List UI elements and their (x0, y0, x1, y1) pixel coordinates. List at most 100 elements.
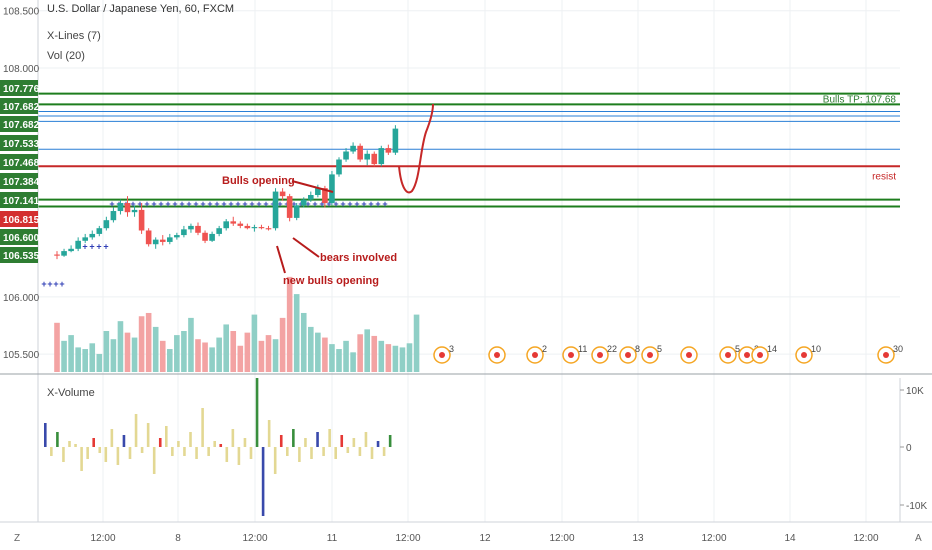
volume-bar (230, 331, 237, 372)
candle-body (272, 191, 279, 229)
event-marker-count: 5 (735, 344, 740, 354)
xline-marker: + (368, 199, 373, 209)
xvolume-bar (140, 447, 144, 453)
xvolume-bar (86, 447, 89, 459)
projection-curve (398, 103, 434, 194)
candle-body (364, 153, 370, 160)
xline-marker: + (347, 199, 352, 209)
volume-bar (315, 332, 321, 372)
candle-body (61, 251, 67, 256)
xline-marker: + (193, 199, 198, 209)
time-tick-label: 12:00 (90, 533, 115, 544)
time-tick-label: 12:00 (549, 533, 574, 544)
xvolume-bar (376, 441, 380, 447)
xline-marker: + (41, 279, 46, 289)
xline-marker: + (144, 199, 149, 209)
corner-z-label[interactable]: Z (14, 533, 20, 544)
candle-body (202, 232, 208, 241)
annotation-arrow (292, 237, 320, 258)
time-tick-label: 12:00 (395, 533, 420, 544)
xvolume-bar (50, 447, 53, 456)
volume-bar (68, 335, 74, 372)
volume-bar (152, 326, 159, 372)
volume-bar (300, 312, 307, 372)
price-label-badge (0, 116, 38, 132)
time-tick-label: 13 (632, 533, 644, 544)
xvolume-bar (322, 447, 325, 456)
xline-marker: + (354, 199, 359, 209)
xline-marker: + (96, 241, 101, 251)
xline-marker: + (312, 199, 317, 209)
volume-bar (237, 345, 244, 372)
volume-bar (378, 340, 385, 372)
indicator-xlines[interactable]: X-Lines (7) (47, 30, 101, 42)
candle-body (350, 145, 356, 152)
candle-body (357, 145, 363, 160)
candle-body (167, 237, 173, 242)
event-marker-dot (494, 352, 500, 358)
candle-body (258, 227, 265, 229)
xline-marker: + (256, 199, 261, 209)
volume-bar (54, 322, 60, 372)
volume-bar (279, 317, 286, 372)
event-marker-count: 14 (767, 344, 777, 354)
xvolume-pane-title: X-Volume (47, 387, 95, 399)
volume-bar (216, 337, 222, 372)
xline-marker: + (130, 199, 135, 209)
xvolume-bar (116, 447, 120, 465)
event-marker-dot (757, 352, 763, 358)
xline-marker: + (53, 279, 58, 289)
candle-body (103, 220, 110, 229)
price-label-text: 107.468 (3, 158, 40, 169)
event-marker-count: 10 (811, 344, 821, 354)
xline-marker: + (382, 199, 387, 209)
indicator-vol[interactable]: Vol (20) (47, 50, 85, 62)
candle-body (181, 229, 187, 236)
volume-bar (329, 344, 335, 372)
volume-bar (350, 352, 356, 372)
corner-a-label[interactable]: A (915, 533, 922, 544)
xline-marker: + (361, 199, 366, 209)
xvolume-bar (328, 429, 331, 447)
volume-bar (293, 294, 300, 372)
volume-bar (110, 339, 117, 372)
xvolume-bar (286, 447, 289, 456)
volume-bar (117, 321, 124, 372)
volume-bar (96, 353, 103, 372)
price-label-text: 107.682 (3, 120, 40, 131)
xvolume-bar (128, 447, 132, 459)
candle-body (124, 203, 131, 213)
volume-bar (322, 337, 328, 372)
candle-body (343, 151, 349, 160)
time-tick-label: 12:00 (242, 533, 267, 544)
candle-body (385, 148, 392, 153)
xline-marker: + (375, 199, 380, 209)
candle-body (230, 221, 237, 224)
candle-body (371, 153, 378, 165)
volume-bar (223, 324, 229, 372)
price-label-badge (0, 154, 38, 170)
resist-label: resist (872, 171, 896, 182)
price-label-text: 107.141 (3, 196, 40, 207)
volume-bar (167, 349, 173, 372)
price-label-text: 106.815 (3, 215, 40, 226)
event-marker-dot (883, 352, 889, 358)
xvolume-bar (352, 438, 356, 447)
xvolume-bar (68, 441, 71, 447)
xline-marker: + (109, 199, 114, 209)
xvolume-bar (152, 447, 156, 474)
price-label-text: 107.776 (3, 84, 40, 95)
xline-marker: + (186, 199, 191, 209)
volume-bar (371, 335, 378, 372)
volume-bar (188, 317, 194, 372)
xline-marker: + (172, 199, 177, 209)
xline-marker: + (89, 241, 94, 251)
candle-body (110, 211, 117, 221)
xline-marker: + (47, 279, 52, 289)
xline-marker: + (235, 199, 240, 209)
candle-body (308, 195, 314, 200)
xvolume-bar (310, 447, 313, 459)
candle-body (152, 239, 159, 245)
volume-bar (202, 342, 208, 372)
